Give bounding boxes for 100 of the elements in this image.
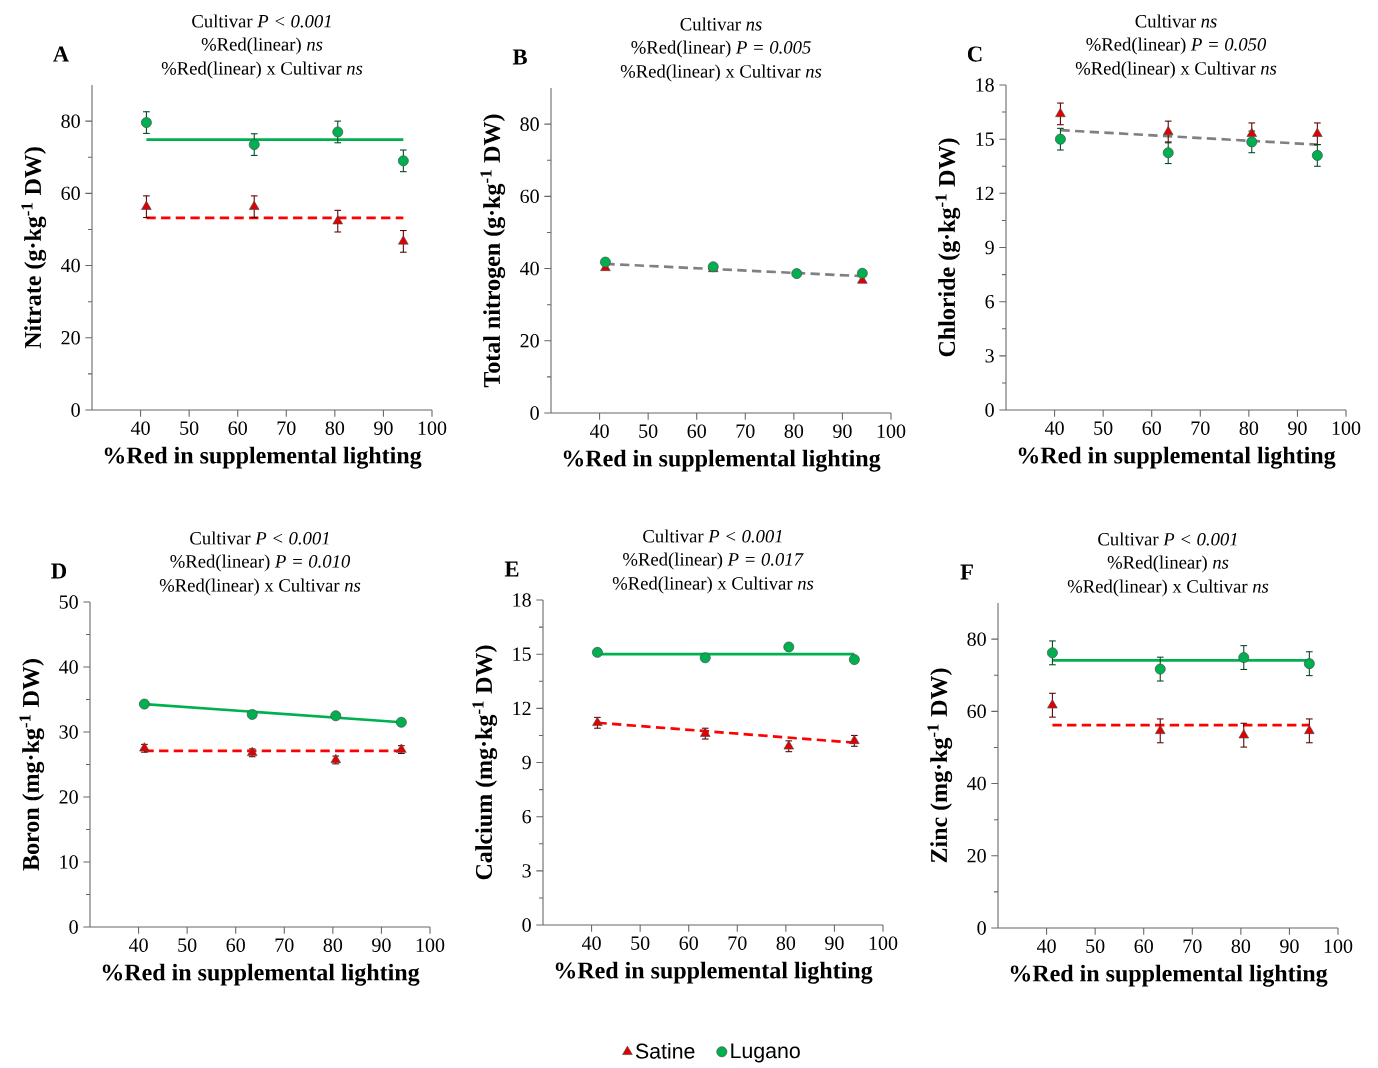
chart-subtitle: %Red(linear) P = 0.017 xyxy=(623,552,804,570)
y-tick-label: 50 xyxy=(59,595,78,609)
text: %Red(linear) x Cultivar ns xyxy=(1075,61,1277,79)
chart-title: Cultivar ns xyxy=(680,17,762,31)
y-axis-title: Zinc (mg·kg$^{-1}$ DW) xyxy=(927,668,953,863)
chart-subtitle: %Red(linear) P = 0.050 xyxy=(1086,37,1267,55)
text: %Red(linear) x Cultivar ns xyxy=(1067,579,1269,597)
x-tick-label: 40 xyxy=(1036,939,1056,953)
y-tick-label: 3 xyxy=(985,349,994,363)
y-tick-label: 80 xyxy=(520,117,539,131)
point xyxy=(248,139,260,150)
x-tick-label: 90 xyxy=(374,421,393,435)
chart-subtitle: %Red(linear) P = 0.005 xyxy=(631,40,811,58)
x-tick-label: 80 xyxy=(776,936,796,950)
y-tick-label: 0 xyxy=(530,406,539,420)
x-tick-label: 100 xyxy=(1324,939,1353,953)
chart-title: Cultivar P < 0.001 xyxy=(192,14,331,28)
y-tick-label: 40 xyxy=(61,258,80,273)
x-tick-label: 100 xyxy=(418,421,447,435)
x-tick-label: 60 xyxy=(1134,939,1153,953)
chart-title: Cultivar ns xyxy=(1135,14,1217,28)
x-tick-label: 80 xyxy=(1231,939,1251,953)
y-tick-label: 3 xyxy=(522,864,531,878)
point xyxy=(332,126,344,138)
text: A xyxy=(53,46,70,62)
x-tick-label: 70 xyxy=(736,424,755,438)
x-tick-label: 70 xyxy=(1191,421,1210,435)
chart-subtitle: %Red(linear) ns xyxy=(1107,555,1229,573)
y-tick-label: 20 xyxy=(61,331,80,345)
y-tick-label: 0 xyxy=(977,921,986,935)
y-tick-label: 18 xyxy=(976,78,994,92)
y-tick-label: 0 xyxy=(522,918,531,932)
y-tick-label: 20 xyxy=(967,849,986,863)
x-tick-label: 50 xyxy=(631,936,650,950)
text: D xyxy=(51,563,67,579)
x-tick-label: 70 xyxy=(1183,939,1202,953)
text: %Red(linear) x Cultivar ns xyxy=(161,61,363,79)
point xyxy=(140,117,152,128)
x-tick-label: 90 xyxy=(1288,421,1307,435)
x-tick-label: 40 xyxy=(1044,421,1064,435)
x-tick-label: 50 xyxy=(178,938,197,952)
x-axis-title: %Red in supplemental lighting xyxy=(102,963,420,986)
x-tick-label: 40 xyxy=(128,938,148,952)
x-tick-label: 40 xyxy=(581,936,601,950)
x-tick-label: 60 xyxy=(226,938,245,952)
x-tick-label: 80 xyxy=(323,938,343,952)
y-axis-title: Boron (mg·kg$^{-1}$ DW) xyxy=(19,659,45,871)
y-tick-label: 6 xyxy=(522,809,532,824)
x-axis-title: %Red in supplemental lighting xyxy=(1018,446,1336,469)
y-tick-label: 0 xyxy=(985,403,994,417)
y-tick-label: 6 xyxy=(985,294,995,309)
y-tick-label: 12 xyxy=(976,186,994,200)
x-tick-label: 80 xyxy=(784,424,804,438)
x-tick-label: 60 xyxy=(687,424,706,438)
y-tick-label: 20 xyxy=(59,790,78,804)
x-tick-label: 70 xyxy=(275,938,294,952)
y-tick-label: 60 xyxy=(520,189,539,204)
x-tick-label: 40 xyxy=(589,424,609,438)
legend-label: Lugano xyxy=(731,1043,800,1063)
chart-subtitle: %Red(linear) P = 0.010 xyxy=(170,554,351,572)
y-tick-label: 18 xyxy=(513,593,531,607)
y-tick-label: 12 xyxy=(513,701,531,715)
y-tick-label: 60 xyxy=(967,704,986,719)
point xyxy=(141,200,152,210)
chart-title: Cultivar P < 0.001 xyxy=(1098,532,1237,546)
x-tick-label: 100 xyxy=(877,424,906,438)
x-tick-label: 90 xyxy=(833,424,852,438)
x-tick-label: 70 xyxy=(277,421,296,435)
x-tick-label: 60 xyxy=(679,936,698,950)
text: E xyxy=(504,561,519,577)
y-tick-label: 40 xyxy=(520,261,539,276)
y-axis-title: Calcium (mg·kg$^{-1}$ DW) xyxy=(472,645,498,880)
text: C xyxy=(967,46,982,62)
x-tick-label: 50 xyxy=(1094,421,1113,435)
x-axis-title: %Red in supplemental lighting xyxy=(563,449,881,472)
x-tick-label: 100 xyxy=(1332,421,1361,435)
y-tick-label: 9 xyxy=(522,755,531,770)
y-tick-label: 40 xyxy=(59,660,78,674)
x-tick-label: 60 xyxy=(228,421,247,435)
y-tick-label: 9 xyxy=(985,240,994,255)
y-axis-title: Nitrate (g·kg$^{-1}$ DW) xyxy=(21,147,47,349)
y-tick-label: 15 xyxy=(976,132,994,146)
x-tick-label: 60 xyxy=(1142,421,1161,435)
chart-title: Cultivar P < 0.001 xyxy=(643,529,782,543)
text: %Red(linear) x Cultivar ns xyxy=(159,578,361,596)
y-tick-label: 0 xyxy=(69,920,78,934)
text: F xyxy=(960,564,973,580)
y-axis-title: Total nitrogen (g·kg$^{-1}$ DW) xyxy=(480,114,506,388)
x-tick-label: 90 xyxy=(825,936,844,950)
y-tick-label: 15 xyxy=(513,647,531,661)
x-tick-label: 70 xyxy=(728,936,747,950)
x-axis-title: %Red in supplemental lighting xyxy=(1010,964,1328,987)
point xyxy=(332,215,343,225)
chart-subtitle: %Red(linear) ns xyxy=(201,37,323,55)
x-tick-label: 50 xyxy=(1086,939,1105,953)
point xyxy=(397,155,409,167)
text: B xyxy=(512,49,527,65)
x-tick-label: 40 xyxy=(130,421,150,435)
x-tick-label: 80 xyxy=(325,421,345,435)
x-axis-title: %Red in supplemental lighting xyxy=(555,961,873,984)
